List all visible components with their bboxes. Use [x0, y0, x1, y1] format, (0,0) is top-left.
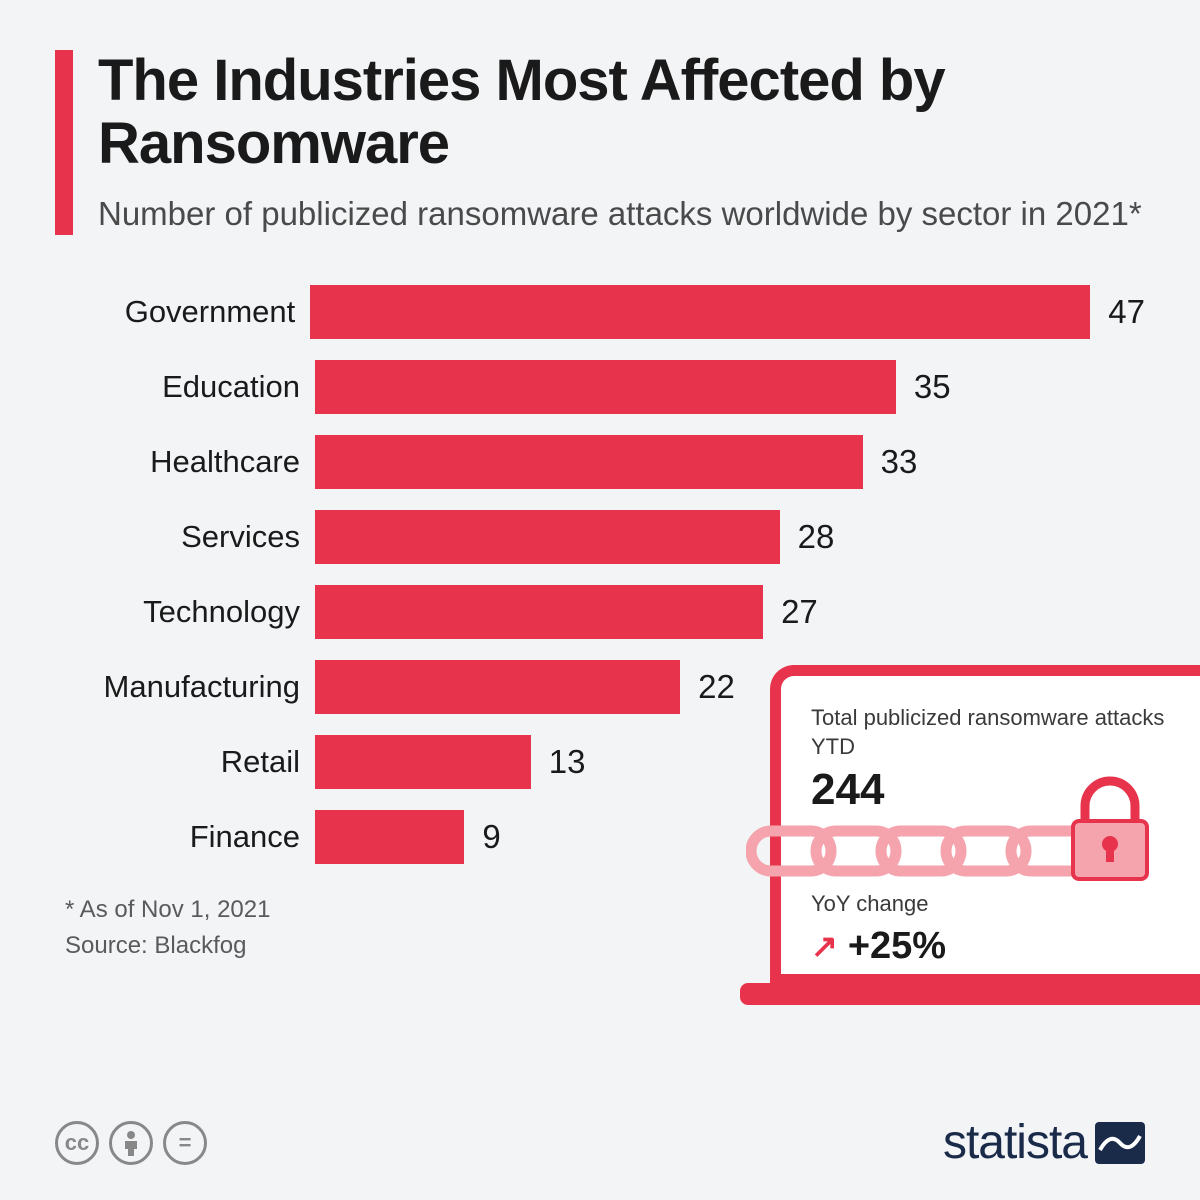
cc-icon: cc: [55, 1121, 99, 1165]
bar-label: Education: [55, 369, 315, 405]
callout-laptop: Total publicized ransomware attacks YTD …: [740, 665, 1200, 1025]
bar-row: Technology 27: [55, 585, 1145, 639]
statista-logo: statista: [943, 1115, 1145, 1170]
cc-by-icon: [109, 1121, 153, 1165]
bar-label: Services: [55, 519, 315, 555]
laptop-base: [740, 983, 1200, 1005]
chart-title: The Industries Most Affected by Ransomwa…: [98, 50, 1145, 175]
bar-value: 47: [1108, 293, 1145, 331]
brand-text: statista: [943, 1115, 1087, 1170]
bar-label: Manufacturing: [55, 669, 315, 705]
lock-icon: [1065, 776, 1155, 886]
statista-wave-icon: [1095, 1122, 1145, 1164]
cc-nd-icon: =: [163, 1121, 207, 1165]
accent-stripe: [55, 50, 73, 235]
bar: [315, 660, 680, 714]
bar-value: 9: [482, 818, 500, 856]
bar-value: 22: [698, 668, 735, 706]
total-label: Total publicized ransomware attacks YTD: [811, 704, 1170, 761]
bar: [315, 360, 896, 414]
bar-row: Government 47: [55, 285, 1145, 339]
bar-value: 13: [549, 743, 586, 781]
bar: [315, 510, 780, 564]
bar-row: Education 35: [55, 360, 1145, 414]
yoy-value: +25%: [848, 925, 946, 968]
chart-subtitle: Number of publicized ransomware attacks …: [98, 193, 1145, 234]
bar-value: 35: [914, 368, 951, 406]
header-block: The Industries Most Affected by Ransomwa…: [55, 50, 1145, 235]
license-icons: cc =: [55, 1121, 207, 1165]
bar-label: Finance: [55, 819, 315, 855]
bar-value: 27: [781, 593, 818, 631]
arrow-up-icon: ↗: [811, 927, 838, 965]
bar: [315, 435, 863, 489]
bar: [315, 735, 531, 789]
bar-label: Technology: [55, 594, 315, 630]
bar-label: Healthcare: [55, 444, 315, 480]
bar-label: Retail: [55, 744, 315, 780]
bar: [310, 285, 1090, 339]
laptop-screen: Total publicized ransomware attacks YTD …: [770, 665, 1200, 985]
bar-label: Government: [55, 294, 310, 330]
bar-value: 28: [798, 518, 835, 556]
bar-value: 33: [881, 443, 918, 481]
bar-row: Services 28: [55, 510, 1145, 564]
bar-row: Healthcare 33: [55, 435, 1145, 489]
bar: [315, 585, 763, 639]
bar: [315, 810, 464, 864]
